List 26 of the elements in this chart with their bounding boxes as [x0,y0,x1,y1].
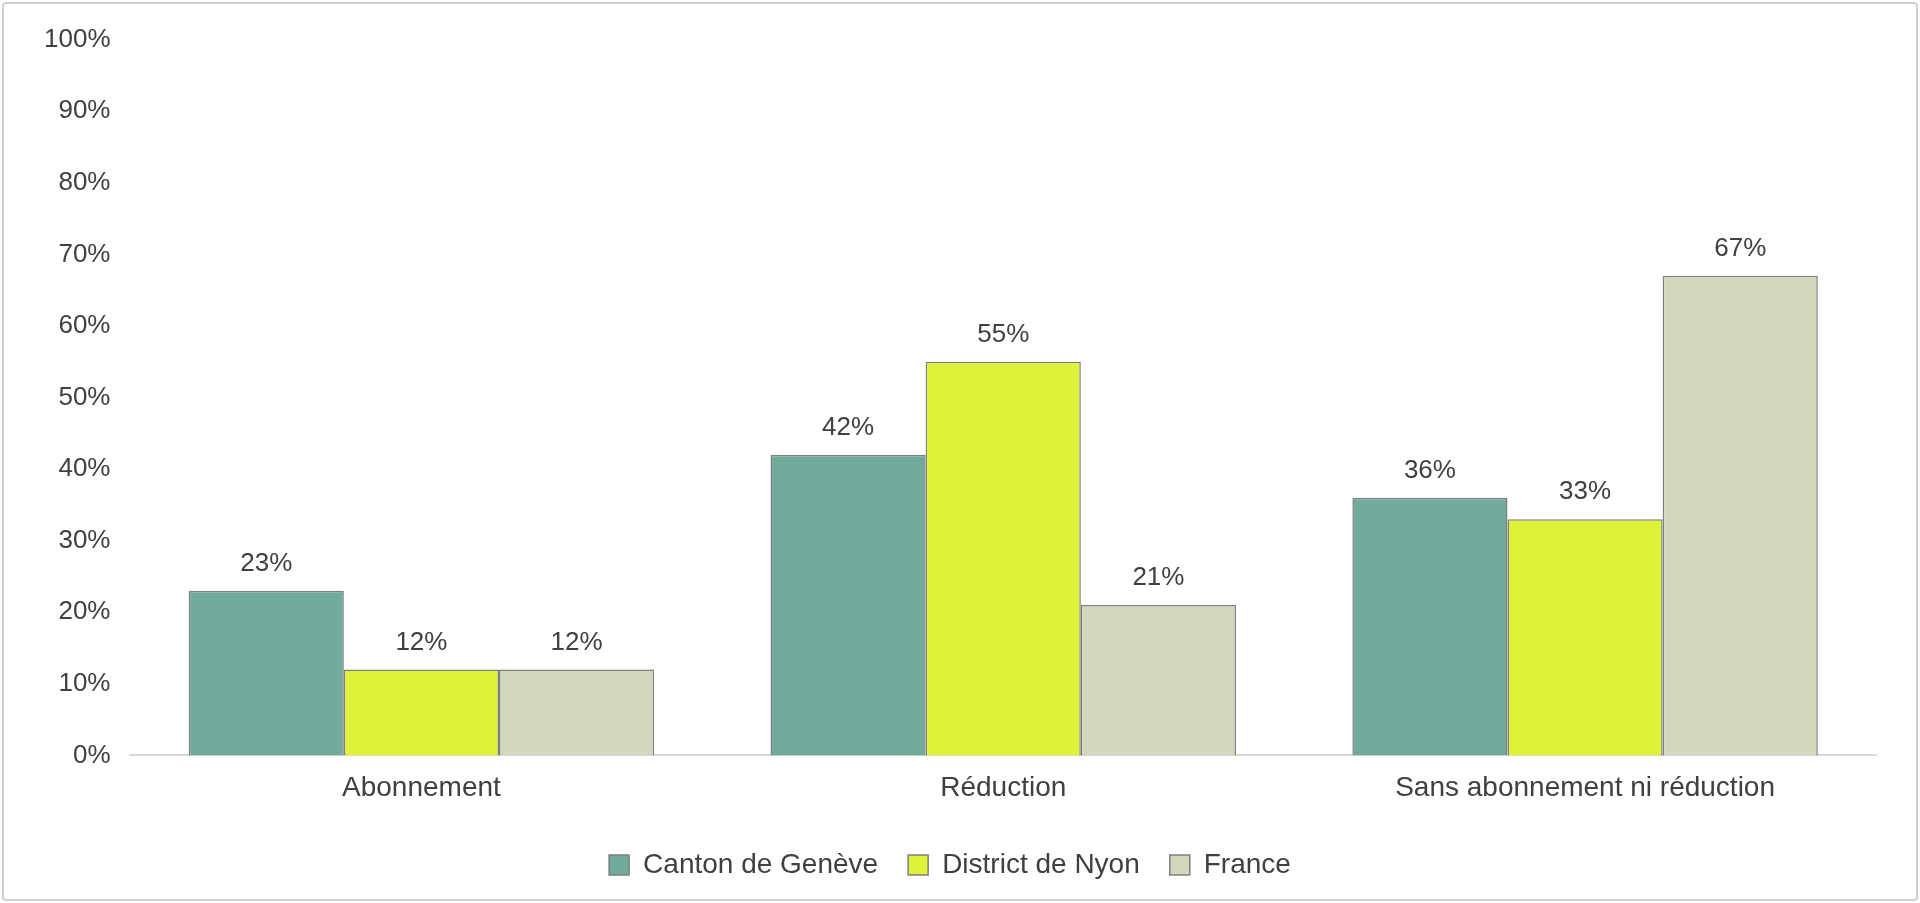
legend-label: District de Nyon [942,847,1140,879]
data-label: 36% [1403,453,1456,484]
y-tick-label: 90% [58,94,111,125]
y-tick-label: 30% [58,523,111,554]
y-tick-label: 20% [58,595,111,626]
y-tick-label: 10% [58,666,111,697]
x-tick-label: Abonnement [342,770,502,802]
data-label: 67% [1714,231,1767,262]
x-tick-label: Réduction [940,770,1067,802]
y-tick-label: 0% [72,738,111,769]
data-label: 23% [240,546,293,577]
y-tick-label: 40% [58,452,111,483]
legend-label: France [1203,847,1291,879]
y-tick-label: 80% [58,165,111,196]
legend-label: Canton de Genève [643,847,879,879]
data-label: 21% [1132,561,1185,592]
x-tick-label: Sans abonnement ni réduction [1395,770,1775,802]
data-label: 55% [977,317,1030,348]
data-label: 33% [1559,475,1612,506]
data-label: 42% [822,410,875,441]
data-label: 12% [395,625,448,656]
y-tick-label: 100% [44,22,111,53]
y-tick-label: 50% [58,380,111,411]
data-label: 12% [550,625,603,656]
y-tick-label: 70% [58,237,111,268]
y-tick-label: 60% [58,309,111,340]
